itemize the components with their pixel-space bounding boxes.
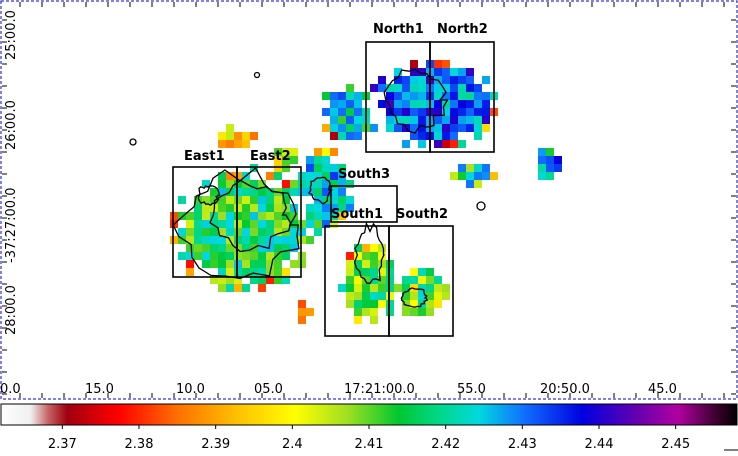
region-box-north2[interactable]	[429, 41, 495, 153]
frame-border	[0, 0, 738, 400]
colorbar-tick-label: 2.43	[508, 437, 537, 452]
region-label-east1: East1	[184, 149, 225, 164]
ra-tick-label: 15.0	[85, 382, 114, 397]
contour	[197, 185, 221, 206]
region-label-south3: South3	[338, 167, 390, 182]
contour	[383, 68, 449, 134]
colorbar-tick-label: 2.45	[661, 437, 690, 452]
colorbar-gradient	[0, 403, 738, 426]
contour	[129, 138, 137, 146]
colorbar-tick-label: 2.44	[585, 437, 614, 452]
colorbar[interactable]: 2.37 2.38 2.39 2.4 2.41 2.42 2.43 2.44 2.45	[0, 403, 738, 452]
dec-tick-label: -37:27:00.0	[4, 188, 19, 263]
region-box-south3[interactable]	[330, 185, 398, 223]
dec-tick-label: 25:00.0	[4, 10, 19, 60]
contour	[476, 201, 486, 211]
ra-tick-label: 45.0	[648, 382, 677, 397]
image-canvas[interactable]: North1 North2 East1 East2 South3 South1 …	[0, 0, 738, 400]
ra-tick-label: 17:21:00.0	[344, 382, 415, 397]
region-boxes[interactable]	[172, 41, 495, 337]
contour	[253, 71, 261, 79]
ra-tick-label: 20:50.0	[540, 382, 590, 397]
contour	[307, 176, 334, 205]
colorbar-tick-label: 2.4	[282, 437, 303, 452]
image-frame[interactable]: North1 North2 East1 East2 South3 South1 …	[0, 0, 738, 400]
region-box-east2[interactable]	[236, 166, 302, 278]
colorbar-tick-label: 2.41	[355, 437, 384, 452]
colorbar-tick-label: 2.38	[125, 437, 154, 452]
colorbar-ticks	[61, 425, 677, 429]
region-label-south1: South1	[331, 207, 383, 222]
contour	[400, 287, 429, 308]
ra-tick-label: 0.0	[0, 382, 21, 397]
colorbar-tick-label: 2.39	[201, 437, 230, 452]
region-box-south2[interactable]	[388, 225, 454, 337]
region-label-north2: North2	[437, 22, 488, 37]
colorbar-tick-label: 2.37	[48, 437, 77, 452]
colorbar-labels: 2.37 2.38 2.39 2.4 2.41 2.42 2.43 2.44 2.45	[48, 437, 690, 452]
dec-tick-label: 26:00.0	[4, 100, 19, 150]
region-label-south2: South2	[396, 207, 448, 222]
dec-tick-label: 28:00.0	[4, 285, 19, 335]
ra-tick-label: 10.0	[176, 382, 205, 397]
region-label-east2: East2	[250, 149, 291, 164]
axis-ticks	[2, 2, 736, 398]
ra-tick-label: 05.0	[254, 382, 283, 397]
contour-lines	[129, 68, 486, 308]
colorbar-tick-label: 2.42	[431, 437, 460, 452]
ra-tick-label: 55.0	[457, 382, 486, 397]
region-label-north1: North1	[373, 22, 424, 37]
contour	[353, 221, 385, 284]
contour	[209, 179, 292, 253]
